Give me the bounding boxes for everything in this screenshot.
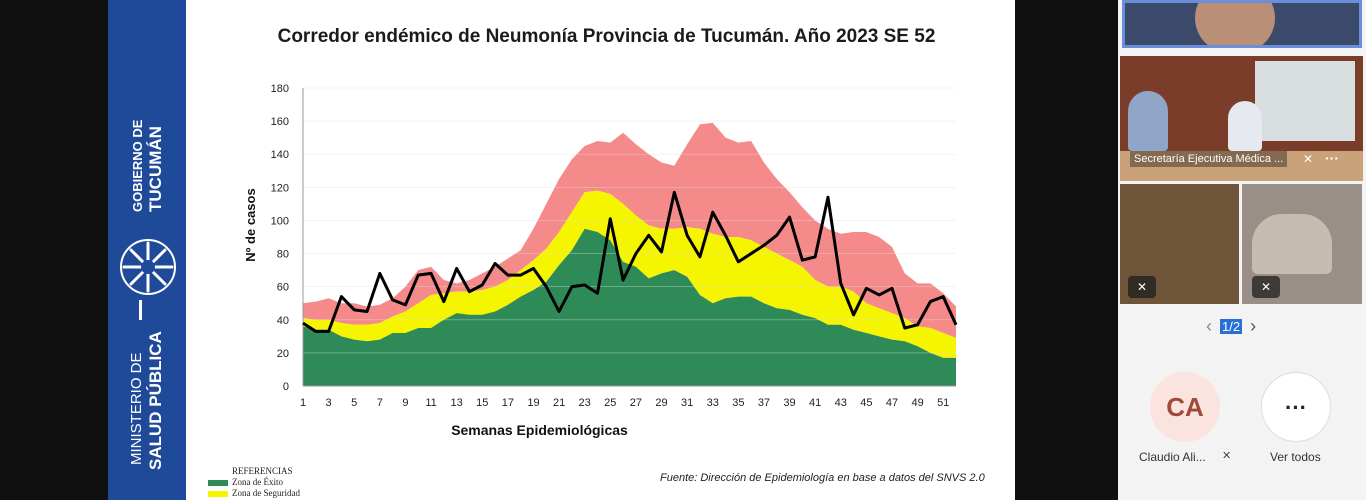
left-letterbox <box>0 0 108 500</box>
x-tick-label-25: 25 <box>604 397 616 409</box>
room-window <box>1255 61 1355 141</box>
x-tick-label-5: 5 <box>351 397 357 409</box>
tile-name-label: Secretaría Ejecutiva Médica ... <box>1130 151 1288 167</box>
legend-item-exito: Zona de Éxito <box>208 477 300 488</box>
presenter-face <box>1195 3 1275 45</box>
y-tick-label-80: 80 <box>277 249 289 261</box>
chart-legend: REFERENCIAS Zona de Éxito Zona de Seguri… <box>208 466 300 499</box>
series-line-casos-2023 <box>302 190 958 333</box>
legend-title: REFERENCIAS <box>232 466 293 476</box>
chart-title: Corredor endémico de Neumonía Provincia … <box>277 26 936 47</box>
legend-label-seguridad: Zona de Seguridad <box>232 488 300 498</box>
mic-muted-icon: ✕ <box>1128 276 1156 298</box>
y-tick-label-100: 100 <box>271 215 289 227</box>
legend-label-exito: Zona de Éxito <box>232 477 283 487</box>
x-tick-label-33: 33 <box>707 397 719 409</box>
x-tick-label-31: 31 <box>681 397 693 409</box>
mic-muted-icon-2: ✕ <box>1252 276 1280 298</box>
x-tick-label-3: 3 <box>326 397 332 409</box>
video-tile-room[interactable]: Secretaría Ejecutiva Médica ... ✕ ··· <box>1120 56 1363 181</box>
participant-avatar[interactable]: CA <box>1150 372 1220 442</box>
sun-logo-icon <box>120 239 176 295</box>
pager-prev-icon[interactable]: ‹ <box>1206 316 1212 336</box>
participant-name: Claudio Ali... <box>1139 450 1206 464</box>
x-tick-label-41: 41 <box>809 397 821 409</box>
legend-swatch-exito <box>208 479 228 486</box>
x-tick-label-13: 13 <box>451 397 463 409</box>
y-tick-label-140: 140 <box>271 149 289 161</box>
y-tick-label-60: 60 <box>277 282 289 294</box>
see-all-label: Ver todos <box>1270 450 1321 464</box>
x-tick-label-15: 15 <box>476 397 488 409</box>
x-tick-label-17: 17 <box>502 397 514 409</box>
y-tick-label-0: 0 <box>283 381 289 393</box>
x-tick-label-7: 7 <box>377 397 383 409</box>
see-all-button[interactable]: ··· <box>1261 372 1331 442</box>
chart-source: Fuente: Dirección de Epidemiología en ba… <box>660 472 985 484</box>
legend-item-seguridad: Zona de Seguridad <box>208 488 300 499</box>
shared-slide: MINISTERIO DE SALUD PÚBLICA GOBIERNO DE … <box>108 0 1015 500</box>
pager: ‹ 1/2 › <box>1206 316 1256 337</box>
pager-current: 1/2 <box>1220 319 1243 334</box>
person-mid <box>1228 101 1262 151</box>
y-tick-label-120: 120 <box>271 182 289 194</box>
x-tick-label-39: 39 <box>783 397 795 409</box>
x-tick-label-27: 27 <box>630 397 642 409</box>
person-left <box>1128 91 1168 151</box>
x-tick-label-29: 29 <box>655 397 667 409</box>
y-tick-label-160: 160 <box>271 116 289 128</box>
people-group <box>1252 214 1332 274</box>
ministry-band: MINISTERIO DE SALUD PÚBLICA GOBIERNO DE … <box>108 0 186 500</box>
x-tick-label-19: 19 <box>527 397 539 409</box>
x-tick-label-47: 47 <box>886 397 898 409</box>
mic-off-icon: ✕ <box>1303 152 1314 166</box>
legend-swatch-seguridad <box>208 490 228 497</box>
x-tick-label-51: 51 <box>937 397 949 409</box>
x-tick-label-35: 35 <box>732 397 744 409</box>
video-tile-presenter[interactable] <box>1122 0 1362 48</box>
room-table <box>1120 151 1363 181</box>
x-tick-label-9: 9 <box>402 397 408 409</box>
x-tick-label-21: 21 <box>553 397 565 409</box>
video-tile-camera-3[interactable]: ✕ <box>1120 184 1239 304</box>
x-tick-label-49: 49 <box>911 397 923 409</box>
area-zona-seguridad <box>303 190 956 358</box>
right-letterbox <box>1015 0 1118 500</box>
more-options-icon[interactable]: ··· <box>1325 150 1339 166</box>
x-tick-label-11: 11 <box>425 397 436 409</box>
x-tick-label-45: 45 <box>860 397 872 409</box>
x-axis-label: Semanas Epidemiológicas <box>451 422 628 438</box>
y-tick-label-20: 20 <box>277 348 289 360</box>
pager-next-icon[interactable]: › <box>1250 316 1257 336</box>
y-tick-label-40: 40 <box>277 315 289 327</box>
area-zona-exito <box>303 228 956 386</box>
participants-panel: Secretaría Ejecutiva Médica ... ✕ ··· ✕ … <box>1118 0 1366 500</box>
participant-mic-off-icon: ✕ <box>1222 450 1232 462</box>
x-tick-label-43: 43 <box>835 397 847 409</box>
x-tick-label-1: 1 <box>300 397 306 409</box>
y-tick-label-180: 180 <box>271 83 289 95</box>
y-axis-label: Nº de casos <box>243 188 258 261</box>
x-tick-label-37: 37 <box>758 397 770 409</box>
logo-divider <box>139 300 142 320</box>
video-tile-camera-4[interactable]: ✕ <box>1242 184 1362 304</box>
x-tick-label-23: 23 <box>579 397 591 409</box>
